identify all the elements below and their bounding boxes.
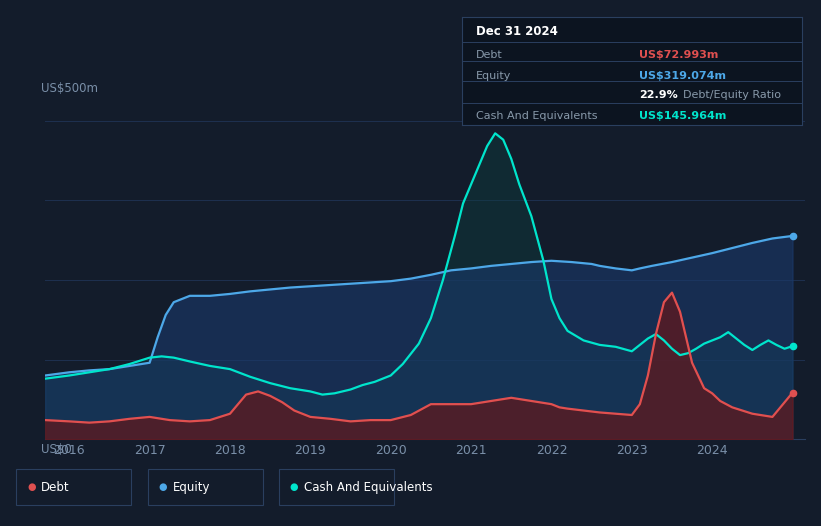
Text: ●: ● [27, 482, 35, 492]
Text: 22.9%: 22.9% [639, 90, 677, 100]
Text: US$145.964m: US$145.964m [639, 111, 727, 121]
Text: ●: ● [290, 482, 298, 492]
Text: Cash And Equivalents: Cash And Equivalents [304, 481, 433, 493]
Text: US$0: US$0 [41, 442, 72, 456]
Text: US$500m: US$500m [41, 82, 99, 95]
Text: ●: ● [158, 482, 167, 492]
Text: Cash And Equivalents: Cash And Equivalents [475, 111, 597, 121]
Text: Equity: Equity [475, 71, 511, 81]
Text: Debt/Equity Ratio: Debt/Equity Ratio [683, 90, 781, 100]
Text: Dec 31 2024: Dec 31 2024 [475, 25, 557, 37]
Text: US$72.993m: US$72.993m [639, 50, 718, 60]
Text: Debt: Debt [41, 481, 70, 493]
Text: Equity: Equity [172, 481, 210, 493]
Text: Debt: Debt [475, 50, 502, 60]
Text: US$319.074m: US$319.074m [639, 71, 726, 81]
